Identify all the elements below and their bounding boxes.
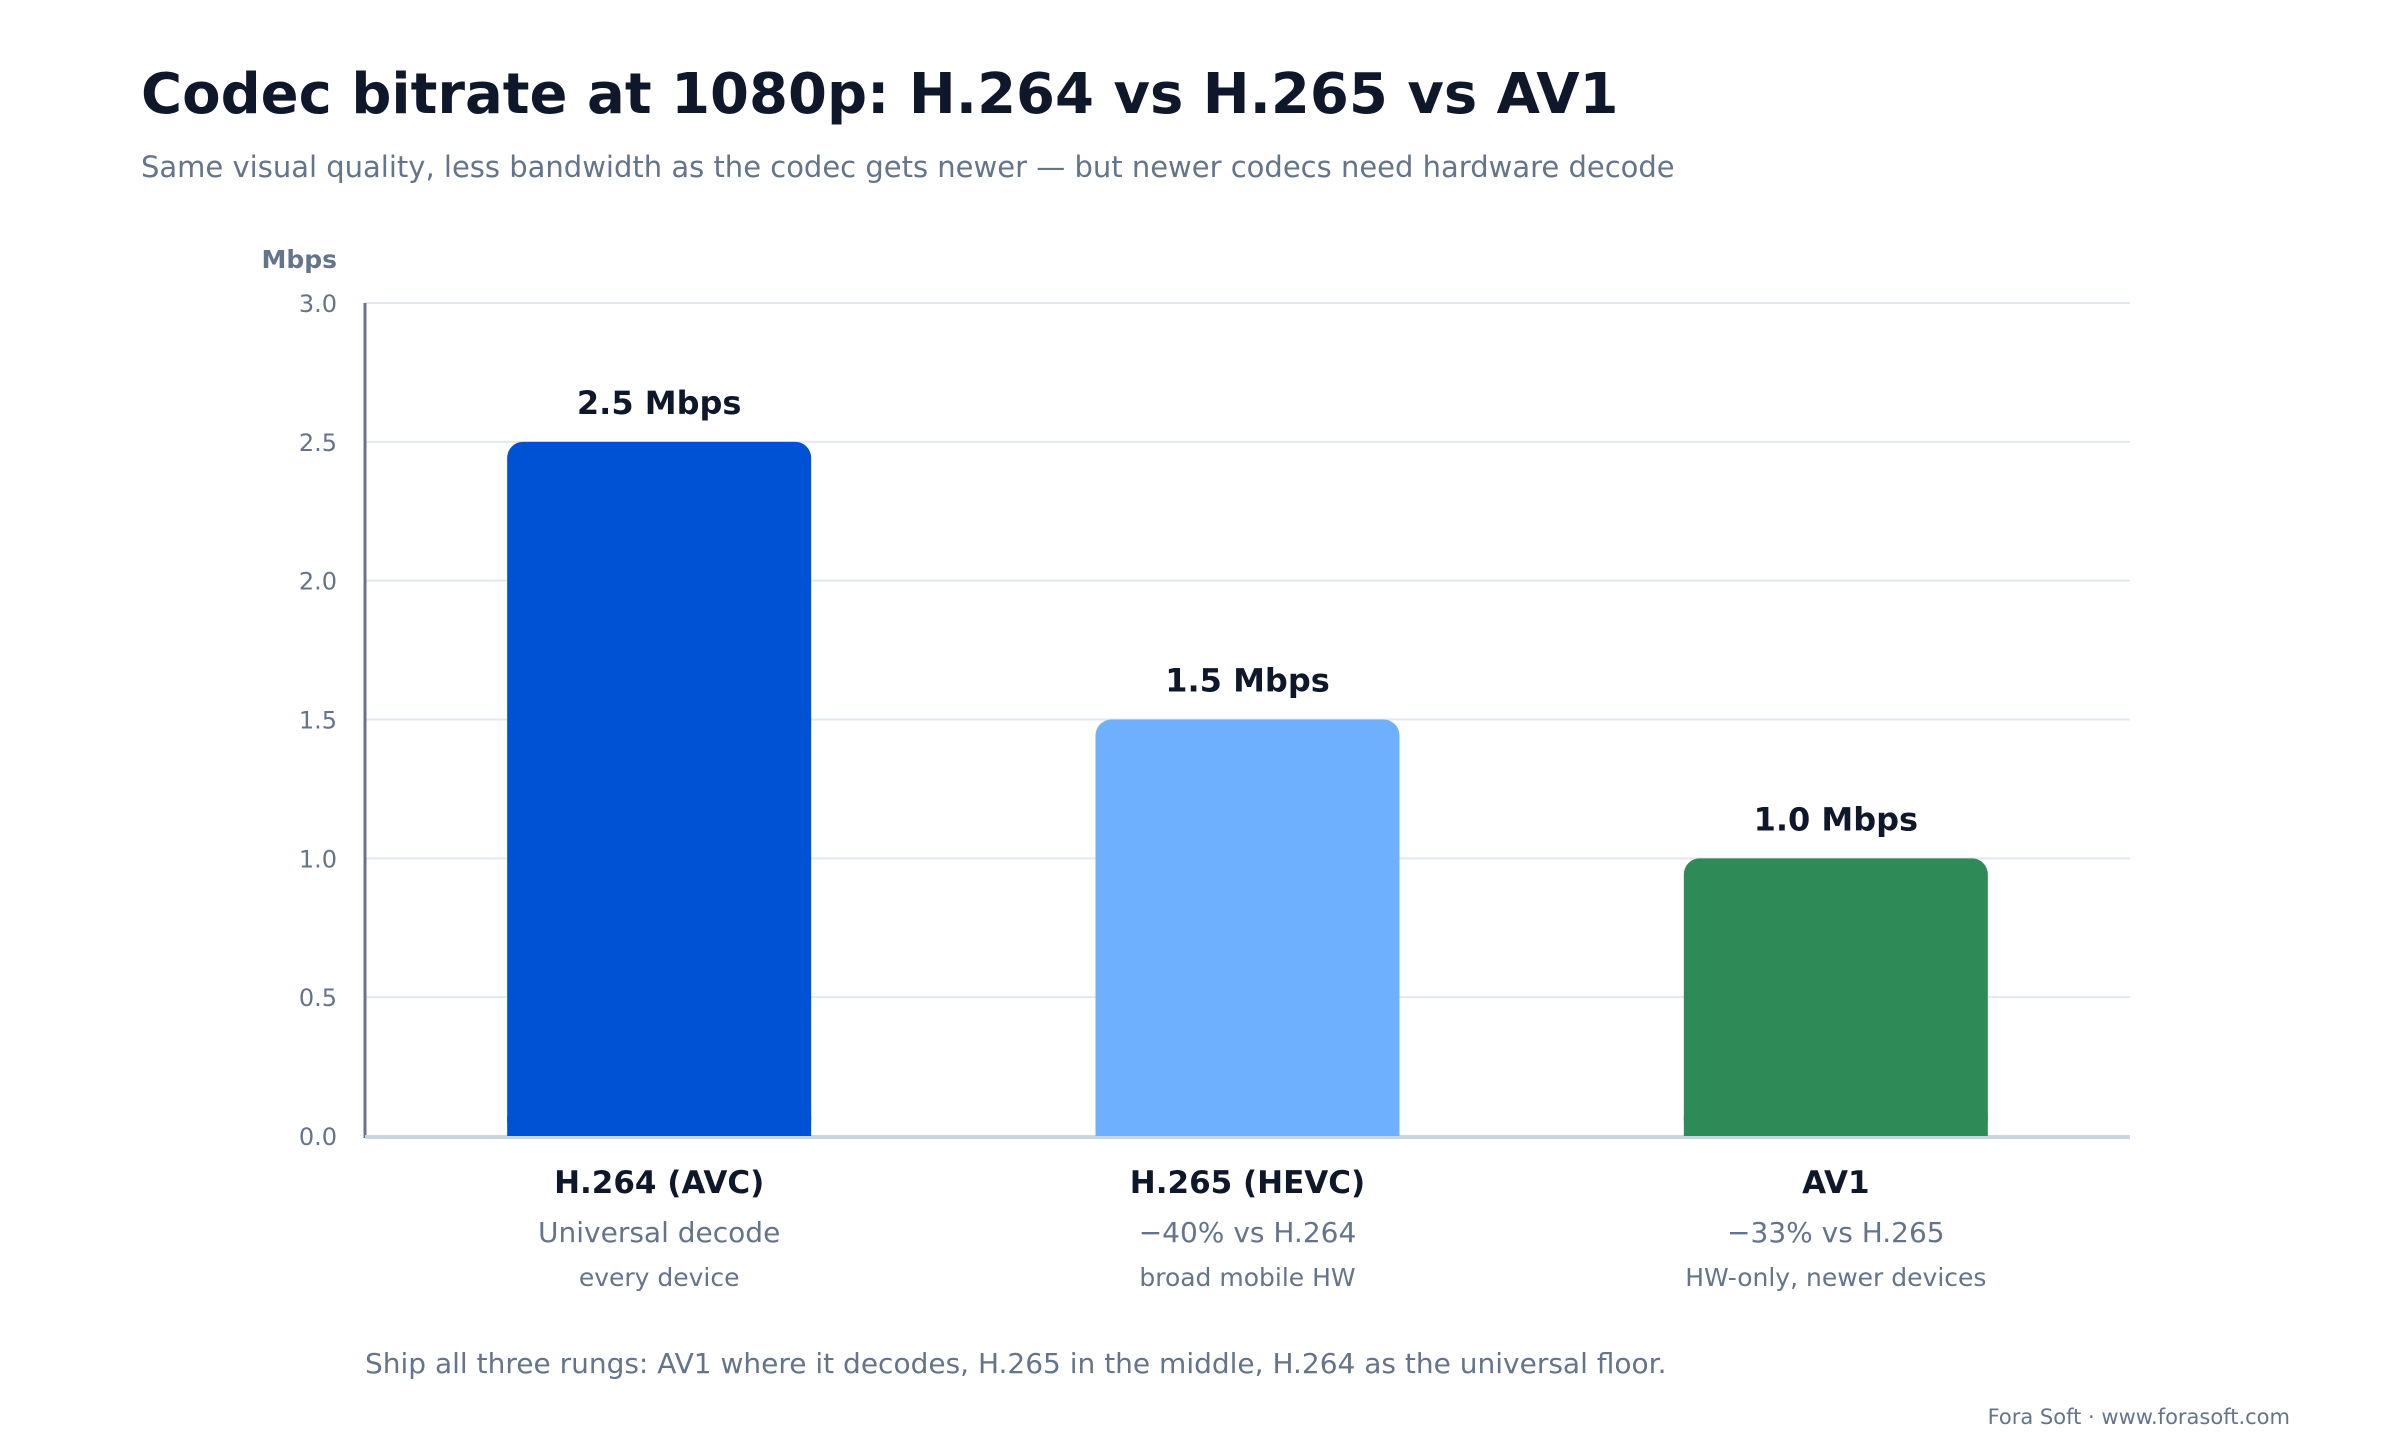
y-tick-label: 2.0: [299, 568, 337, 596]
x-category-label: H.264 (AVC): [554, 1165, 764, 1201]
y-tick-label: 1.0: [299, 845, 337, 873]
x-category-subnote: broad mobile HW: [1139, 1263, 1355, 1292]
y-tick-label: 2.5: [299, 429, 337, 457]
y-axis-label: Mbps: [261, 245, 337, 274]
chart-footnote: Ship all three rungs: AV1 where it decod…: [365, 1347, 1667, 1380]
bar-3: [1683, 858, 1988, 1136]
credit-line: Fora Soft · www.forasoft.com: [1987, 1405, 2290, 1429]
x-category-note: −40% vs H.264: [1139, 1216, 1357, 1249]
bar-3-base: [1683, 1116, 1988, 1136]
x-category-label: AV1: [1802, 1165, 1869, 1201]
page-subtitle: Same visual quality, less bandwidth as t…: [141, 150, 1675, 184]
y-tick-label: 3.0: [299, 290, 337, 318]
y-tick-label: 1.5: [299, 707, 337, 735]
bar-2: [1095, 719, 1400, 1136]
x-category-label: H.265 (HEVC): [1130, 1165, 1365, 1201]
page-title: Codec bitrate at 1080p: H.264 vs H.265 v…: [141, 62, 1619, 127]
bar-1: [507, 441, 812, 1136]
x-category-subnote: HW-only, newer devices: [1685, 1263, 1986, 1292]
bar-value-label: 1.5 Mbps: [1165, 662, 1330, 700]
bar-value-label: 2.5 Mbps: [577, 384, 742, 422]
bar-value-label: 1.0 Mbps: [1754, 800, 1919, 838]
bar-1-base: [507, 1116, 812, 1136]
bar-2-base: [1095, 1116, 1400, 1136]
x-category-note: Universal decode: [538, 1216, 780, 1249]
y-tick-label: 0.0: [299, 1123, 337, 1151]
y-tick-label: 0.5: [299, 984, 337, 1012]
x-category-note: −33% vs H.265: [1727, 1216, 1945, 1249]
x-category-subnote: every device: [579, 1263, 740, 1292]
